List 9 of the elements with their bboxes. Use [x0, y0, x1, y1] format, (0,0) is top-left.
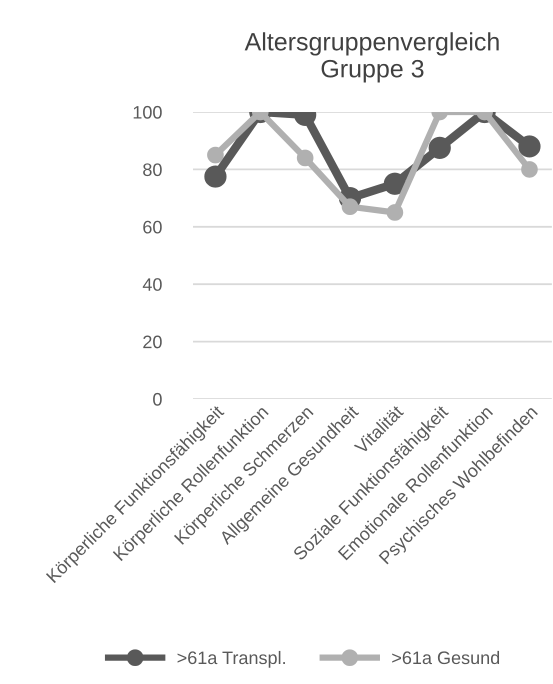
y-tick-label: 100	[134, 106, 162, 119]
y-tick-label: 60	[143, 220, 162, 234]
legend-label: >61a Transpl.	[178, 650, 285, 668]
legend-label: >61a Gesund	[392, 650, 500, 664]
y-tick-label: 40	[142, 278, 162, 291]
y-tick-label: 0	[153, 392, 162, 406]
y-tick-label: 80	[143, 163, 162, 176]
chart-title: Altersgruppenvergleich Gruppe 3	[244, 32, 499, 82]
y-tick-label: 20	[143, 336, 162, 348]
